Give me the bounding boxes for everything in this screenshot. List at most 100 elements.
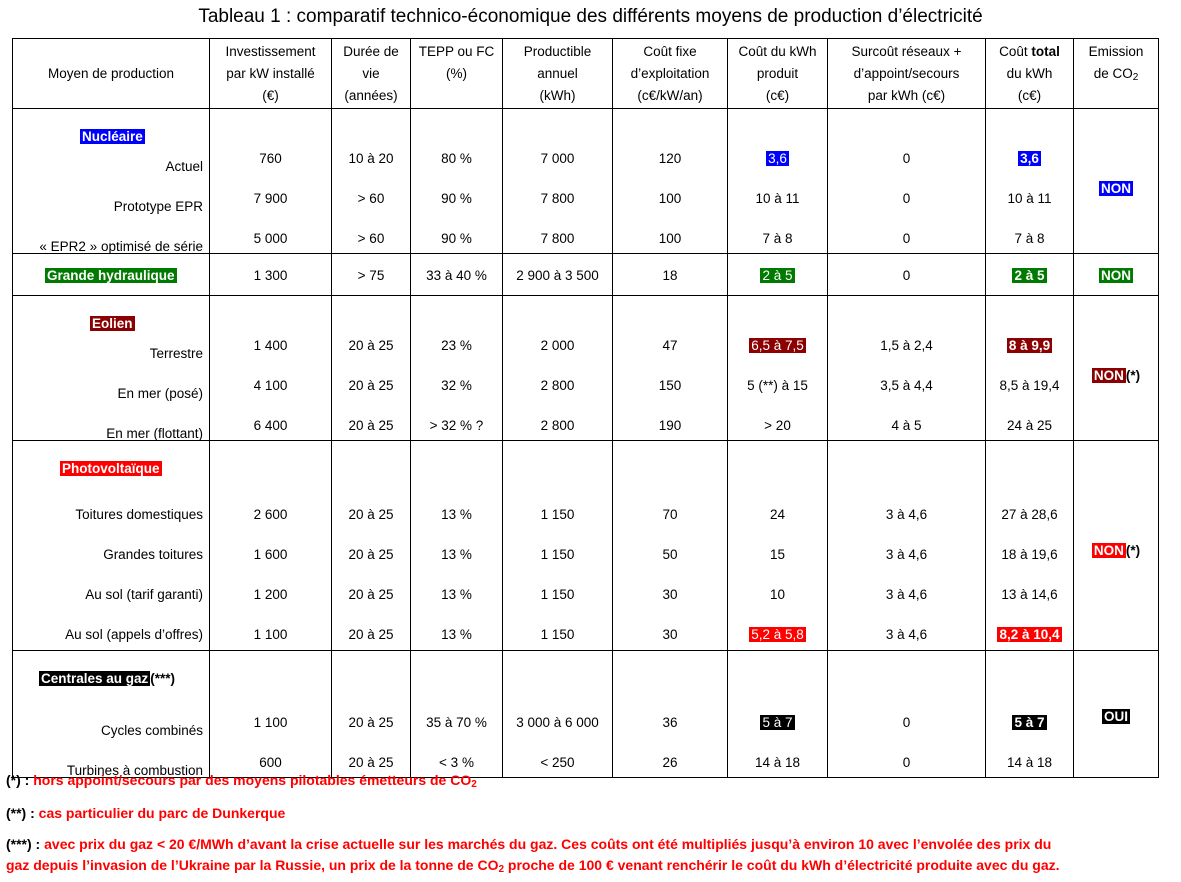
value-duree: 10 à 20	[348, 150, 394, 166]
value-duree: > 60	[357, 230, 385, 246]
value-invest: 600	[259, 754, 282, 770]
value-kwh: 7 à 8	[762, 230, 793, 246]
cell-prod-nucleaire: 7 000 7 800 7 800	[502, 108, 613, 254]
header-duree: Durée de vie (années)	[331, 38, 411, 109]
cell-total-nucleaire: 3,6 10 à 11 7 à 8	[985, 108, 1074, 254]
emission-badge: NON	[1091, 542, 1126, 558]
group-title-gaz: Centrales au gaz	[39, 670, 151, 686]
value-kwh: 14 à 18	[754, 754, 801, 770]
value-duree: > 75	[357, 267, 385, 283]
value-tepp: 13 %	[441, 506, 472, 522]
value-surcout: 3 à 4,6	[885, 626, 928, 642]
value-prod: 1 150	[540, 586, 575, 602]
value-invest: 1 200	[253, 586, 288, 602]
value-tepp: 13 %	[441, 586, 472, 602]
value-invest: 2 600	[253, 506, 288, 522]
value-invest: 6 400	[253, 417, 288, 433]
value-tepp: 13 %	[441, 626, 472, 642]
value-tepp: 33 à 40 %	[426, 267, 487, 283]
row-label: Au sol (tarif garanti)	[85, 586, 203, 602]
value-duree: 20 à 25	[348, 626, 394, 642]
value-prod: 2 900 à 3 500	[516, 267, 599, 283]
group-label-cell-photovoltaique: Photovoltaïque Toitures domestiques Grande…	[12, 440, 210, 651]
cell-emission-eolien: NON (*)	[1073, 295, 1159, 441]
cell-invest-photovoltaique: 2 600 1 600 1 200 1 100	[209, 440, 332, 651]
value-fixe: 100	[658, 190, 682, 206]
cell-total-gaz: 5 à 7 14 à 18	[985, 650, 1074, 778]
value-invest: 5 000	[253, 230, 288, 246]
value-total: 18 à 19,6	[1001, 546, 1058, 562]
cell-prod-hydraulique: 2 900 à 3 500	[502, 253, 613, 296]
cell-invest-gaz: 1 100 600	[209, 650, 332, 778]
value-tepp: 13 %	[441, 546, 472, 562]
header-tepp: TEPP ou FC (%)	[410, 38, 503, 109]
value-surcout: 3 à 4,6	[885, 586, 928, 602]
header-cout-total: Coût total du kWh (c€)	[985, 38, 1074, 109]
value-prod: 1 150	[540, 626, 575, 642]
value-total: 8,5 à 19,4	[999, 377, 1060, 393]
value-kwh: 5,2 à 5,8	[749, 626, 806, 642]
group-row-gaz: Centrales au gaz (***) Cycles combinés Tur…	[12, 650, 1159, 778]
value-kwh: 3,6	[766, 150, 789, 166]
group-row-eolien: Eolien Terrestre En mer (posé) En mer (flot…	[12, 295, 1159, 441]
cell-fixe-hydraulique: 18	[612, 253, 728, 296]
cell-kwh-nucleaire: 3,6 10 à 11 7 à 8	[727, 108, 828, 254]
value-total: 3,6	[1018, 150, 1041, 166]
cell-tepp-hydraulique: 33 à 40 %	[410, 253, 503, 296]
value-duree: 20 à 25	[348, 714, 394, 730]
note-3: (***) : avec prix du gaz < 20 €/MWh d’av…	[6, 836, 1060, 875]
row-label: En mer (flottant)	[106, 425, 203, 441]
value-invest: 1 300	[253, 267, 288, 283]
header-cout-kwh: Coût du kWh produit (c€)	[727, 38, 828, 109]
cell-surcout-hydraulique: 0	[827, 253, 986, 296]
cell-invest-hydraulique: 1 300	[209, 253, 332, 296]
header-row: Moyen de production Investissement par kW…	[12, 38, 1159, 109]
emission-badge: NON	[1099, 180, 1133, 196]
cell-total-hydraulique: 2 à 5	[985, 253, 1074, 296]
value-surcout: 3,5 à 4,4	[880, 377, 933, 393]
cell-surcout-eolien: 1,5 à 2,4 3,5 à 4,4 4 à 5	[827, 295, 986, 441]
row-label: Au sol (appels d’offres)	[65, 626, 203, 642]
row-label: Toitures domestiques	[75, 506, 203, 522]
row-label: Turbines à combustion	[66, 762, 203, 778]
value-invest: 1 600	[253, 546, 288, 562]
value-kwh: > 20	[764, 417, 791, 433]
value-tepp: 32 %	[441, 377, 472, 393]
cell-surcout-nucleaire: 0 0 0	[827, 108, 986, 254]
value-total: 2 à 5	[1012, 267, 1047, 283]
group-title-photovoltaique: Photovoltaïque	[60, 460, 162, 476]
value-duree: 20 à 25	[348, 337, 394, 353]
value-surcout: 4 à 5	[891, 417, 922, 433]
value-prod: 2 800	[540, 417, 575, 433]
cell-fixe-gaz: 36 26	[612, 650, 728, 778]
value-invest: 1 100	[253, 714, 288, 730]
cell-tepp-nucleaire: 80 % 90 % 90 %	[410, 108, 503, 254]
value-duree: 20 à 25	[348, 586, 394, 602]
value-tepp: > 32 % ?	[429, 417, 484, 433]
cell-kwh-gaz: 5 à 7 14 à 18	[727, 650, 828, 778]
value-surcout: 0	[902, 190, 911, 206]
value-kwh: 5 (**) à 15	[747, 377, 808, 393]
value-fixe: 47	[662, 337, 678, 353]
value-duree: 20 à 25	[348, 377, 394, 393]
cell-surcout-photovoltaique: 3 à 4,6 3 à 4,6 3 à 4,6 3 à 4,6	[827, 440, 986, 651]
value-invest: 7 900	[253, 190, 288, 206]
cell-tepp-gaz: 35 à 70 % < 3 %	[410, 650, 503, 778]
value-surcout: 0	[902, 714, 911, 730]
group-row-hydraulique: Grande hydraulique 1 300 > 75 33 à 40 % 2 90…	[12, 253, 1159, 296]
value-total: 7 à 8	[1014, 230, 1045, 246]
row-label: Cycles combinés	[100, 722, 203, 738]
cell-duree-nucleaire: 10 à 20 > 60 > 60	[331, 108, 411, 254]
value-fixe: 150	[658, 377, 682, 393]
value-total: 5 à 7	[1012, 714, 1047, 730]
value-prod: 2 800	[540, 377, 575, 393]
value-prod: 7 000	[540, 150, 575, 166]
row-label: Grandes toitures	[103, 546, 203, 562]
value-total: 13 à 14,6	[1001, 586, 1058, 602]
value-total: 10 à 11	[1007, 190, 1052, 206]
cell-duree-photovoltaique: 20 à 25 20 à 25 20 à 25 20 à 25	[331, 440, 411, 651]
value-surcout: 0	[902, 267, 911, 283]
row-label: En mer (posé)	[117, 385, 203, 401]
value-fixe: 100	[658, 230, 682, 246]
value-kwh: 10 à 11	[755, 190, 800, 206]
